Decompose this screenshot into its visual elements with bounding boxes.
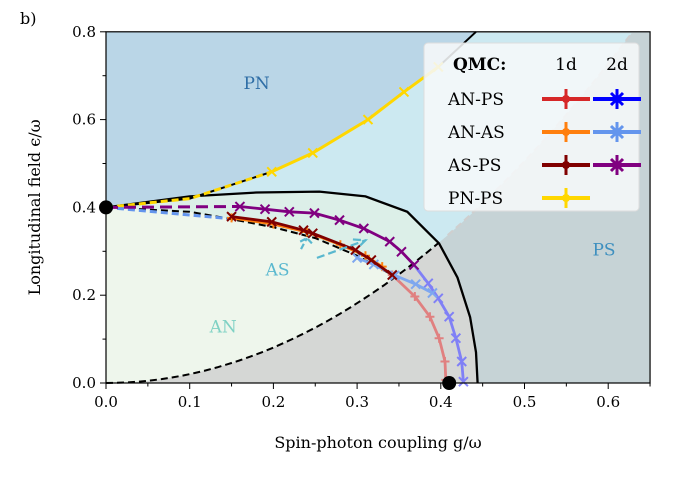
data-point [362,114,374,125]
y-axis-label: Longitudinal field ϵ/ω [25,119,44,295]
as-arrow-icon [316,238,368,259]
legend-marker-dot [562,194,570,202]
legend-marker-dot [613,161,621,169]
data-point [389,270,400,281]
x-axis-label: Spin-photon coupling g/ω [274,433,481,452]
data-point [443,311,455,322]
data-point [434,333,444,343]
legend-marker-dot [562,161,570,169]
data-point [234,201,246,212]
data-point [309,207,320,219]
x-tick-label: 0.3 [345,393,369,411]
data-point [266,216,277,228]
x-tick-label: 0.2 [261,393,285,411]
legend-label: AN-AS [447,123,505,143]
data-point [334,214,345,226]
legend-label: PN-PS [448,189,503,209]
data-point [351,252,363,264]
region-label-pn: PN [243,74,269,94]
x-tick-label: 0.6 [596,393,620,411]
legend-col-1d: 1d [555,55,577,75]
legend-marker-dot [562,128,570,136]
legend-title: QMC: [453,55,506,75]
data-point [408,259,420,271]
y-tick-label: 0.8 [72,23,96,41]
data-point [259,203,271,215]
data-point [450,333,462,344]
region-gray [106,242,478,383]
data-point [396,246,407,257]
diagonal-boundary-lower [105,241,440,384]
data-point [226,211,237,222]
y-tick-label: 0.2 [72,286,96,304]
region-an [106,207,393,383]
x-tick-label: 0.5 [513,393,537,411]
data-point [458,376,469,387]
data-point [456,356,467,367]
data-point [384,236,395,247]
data-point [307,147,318,159]
data-point [358,223,370,234]
x-tick-label: 0.1 [178,393,202,411]
data-point [410,279,421,290]
data-point [427,287,438,299]
as-boundary-solid [105,190,479,384]
as-ps-2d-dashed [105,205,240,209]
data-point [266,166,277,178]
data-point [350,244,361,256]
legend-marker-dot [562,95,570,103]
data-point [307,228,318,239]
legend-col-2d: 2d [606,55,628,75]
data-point [440,356,450,366]
series-as-ps-2d [234,201,420,271]
data-point [398,86,410,98]
legend: QMC: 1d 2d AN-PS AN-AS AS-PS PN-PS [423,42,641,212]
data-point [298,225,309,236]
data-point [425,312,435,322]
y-tick-label: 0.4 [72,198,96,216]
region-label-an: AN [209,318,237,338]
data-point [284,206,295,217]
x-tick-label: 0.0 [94,393,118,411]
region-pn [106,31,476,208]
x-tick-label: 0.4 [429,393,453,411]
legend-marker-dot [613,95,621,103]
region-label-ps: PS [592,241,615,261]
an-as-2d-dashed [105,205,228,220]
data-point [410,292,420,302]
panel-label: b) [20,9,36,28]
legend-label: AN-PS [447,90,504,110]
as-arrow-icon [299,236,313,250]
y-tick-label: 0.6 [72,111,96,129]
pn-ps-dashed [105,170,273,209]
data-point [387,269,398,281]
series-as-ps-1d [226,211,398,281]
legend-marker-dot [613,128,621,136]
data-point [366,254,377,266]
data-point [423,278,434,289]
legend-box [423,42,640,212]
legend-label: AS-PS [447,156,501,176]
y-tick-label: 0.0 [72,374,96,392]
region-label-as: AS [265,260,290,280]
